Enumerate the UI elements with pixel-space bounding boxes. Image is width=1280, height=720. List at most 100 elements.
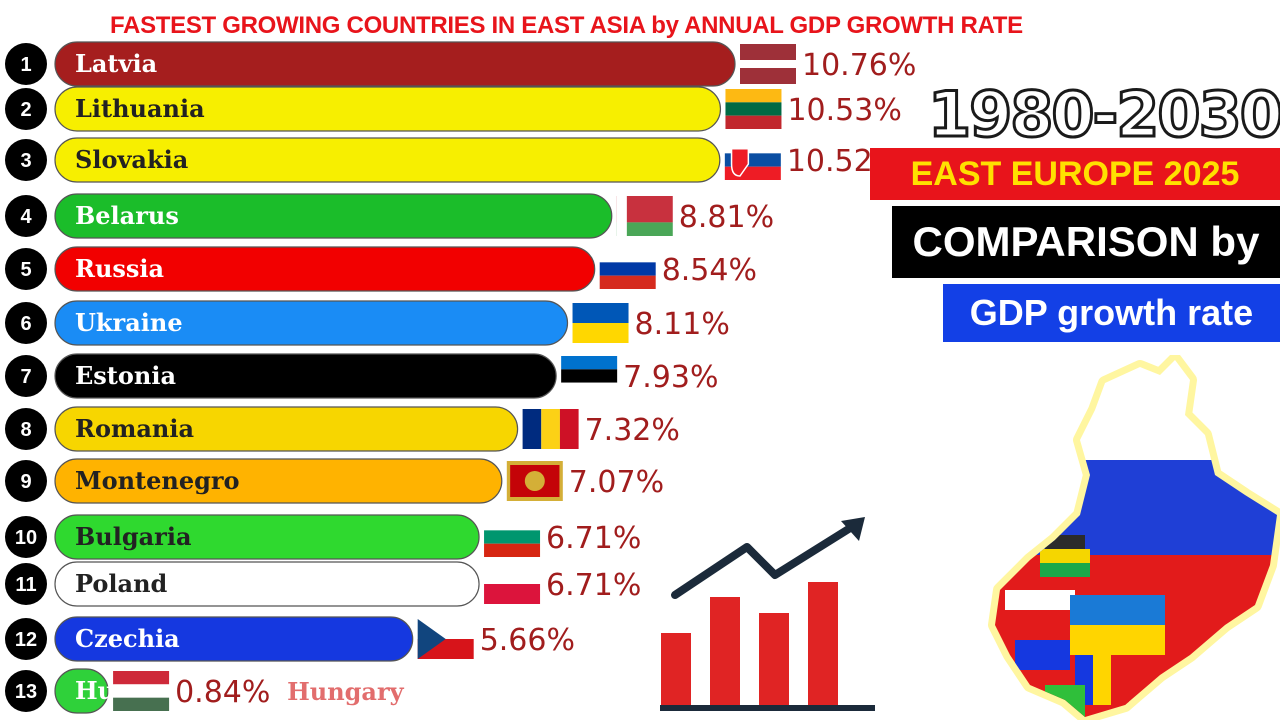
east-europe-map-icon xyxy=(988,355,1280,720)
rank-badge xyxy=(5,408,47,450)
bar-label: Estonia xyxy=(75,361,176,390)
rank-badge xyxy=(5,460,47,502)
value-label: 0.84% xyxy=(175,675,270,710)
region-banner: EAST EUROPE 2025 xyxy=(870,148,1280,200)
czechia-flag-icon xyxy=(417,619,474,659)
rank-badge xyxy=(5,195,47,237)
chart-title: FASTEST GROWING COUNTRIES IN EAST ASIA b… xyxy=(110,12,1023,39)
bar-row-czechia: 12 Czechia 5.66% xyxy=(5,616,575,662)
rank-badge xyxy=(5,563,47,605)
poland-flag-icon xyxy=(484,564,541,604)
bar-row-poland: 11 Poland 6.71% xyxy=(5,561,641,607)
rank-number: 6 xyxy=(20,313,31,335)
bar xyxy=(54,41,736,87)
bar xyxy=(54,668,109,714)
bar xyxy=(54,406,519,452)
value-label: 5.66% xyxy=(480,623,575,658)
value-label: 6.71% xyxy=(546,568,641,603)
rank-badge xyxy=(5,618,47,660)
bulgaria-flag-icon xyxy=(484,517,541,557)
rank-number: 13 xyxy=(15,681,37,703)
lithuania-flag-icon xyxy=(725,89,782,129)
rank-number: 7 xyxy=(20,366,31,388)
bar-row-hungary: 13 Hu 0.84% Hungary xyxy=(5,668,405,714)
bar-label: Poland xyxy=(75,569,168,598)
bar-label: Lithuania xyxy=(75,94,205,123)
value-label: 7.07% xyxy=(569,465,664,500)
bar xyxy=(54,458,503,504)
bar xyxy=(54,86,722,132)
value-label: 10.52 xyxy=(787,144,873,179)
rank-number: 10 xyxy=(15,527,37,549)
bar xyxy=(54,300,569,346)
bar-row-slovakia: 3 Slovakia 10.52 xyxy=(5,137,873,183)
romania-flag-icon xyxy=(522,409,579,449)
country-name-label: Hungary xyxy=(287,677,405,706)
rank-badge xyxy=(5,88,47,130)
bar xyxy=(54,137,721,183)
bar-row-lithuania: 2 Lithuania 10.53% xyxy=(5,86,902,132)
bar xyxy=(54,353,557,399)
comparison-banner: COMPARISON by xyxy=(892,206,1280,278)
bar-row-latvia: 1 Latvia 10.76% xyxy=(5,41,916,87)
rank-number: 5 xyxy=(20,259,31,281)
hungary-flag-icon xyxy=(113,671,170,711)
bar-row-ukraine: 6 Ukraine 8.11% xyxy=(5,300,730,346)
bar-row-romania: 8 Romania 7.32% xyxy=(5,406,680,452)
rank-badge xyxy=(5,670,47,712)
bar-label: Ukraine xyxy=(75,308,183,337)
bar xyxy=(54,514,480,560)
russia-flag-icon xyxy=(599,249,656,289)
rank-badge xyxy=(5,43,47,85)
bar-label: Belarus xyxy=(75,201,179,230)
rank-badge xyxy=(5,139,47,181)
value-label: 8.81% xyxy=(679,200,774,235)
value-label: 7.32% xyxy=(585,413,680,448)
bar-label: Slovakia xyxy=(75,145,188,174)
bar-row-belarus: 4 Belarus 8.81% xyxy=(5,193,774,239)
bar-row-estonia: 7 Estonia 7.93% xyxy=(5,353,718,399)
ukraine-flag-icon xyxy=(572,303,629,343)
rank-number: 1 xyxy=(20,54,31,76)
rank-badge xyxy=(5,302,47,344)
bar-label: Russia xyxy=(75,254,164,283)
slovakia-flag-icon xyxy=(724,140,781,180)
rank-number: 12 xyxy=(15,629,37,651)
rank-badge xyxy=(5,516,47,558)
bar-row-russia: 5 Russia 8.54% xyxy=(5,246,757,292)
rank-badge xyxy=(5,248,47,290)
bar-label: Hu xyxy=(75,676,115,705)
bar xyxy=(54,616,414,662)
rank-number: 8 xyxy=(20,419,31,441)
bar-label: Montenegro xyxy=(75,466,240,495)
latvia-flag-icon xyxy=(740,44,796,84)
growth-chart-icon xyxy=(660,517,875,711)
bar-label: Czechia xyxy=(75,624,180,653)
value-label: 10.53% xyxy=(787,93,901,128)
value-label: 7.93% xyxy=(623,360,718,395)
value-label: 10.76% xyxy=(802,48,916,83)
bar-label: Latvia xyxy=(75,49,157,78)
estonia-flag-icon xyxy=(561,356,618,396)
belarus-flag-icon xyxy=(616,196,673,236)
value-label: 6.71% xyxy=(546,521,641,556)
rank-number: 4 xyxy=(20,206,32,228)
bar-row-bulgaria: 10 Bulgaria 6.71% xyxy=(5,514,641,560)
montenegro-flag-icon xyxy=(506,461,563,501)
rank-badge xyxy=(5,355,47,397)
bar xyxy=(54,193,613,239)
metric-banner: GDP growth rate xyxy=(943,284,1280,342)
bar xyxy=(54,561,480,607)
bar-label: Romania xyxy=(75,414,194,443)
rank-number: 3 xyxy=(20,150,31,172)
rank-number: 2 xyxy=(20,99,31,121)
bar-label: Bulgaria xyxy=(75,522,192,551)
value-label: 8.11% xyxy=(635,307,730,342)
bar-row-montenegro: 9 Montenegro 7.07% xyxy=(5,458,664,504)
rank-number: 11 xyxy=(15,574,36,596)
years-range: 1980-2030 xyxy=(927,77,1280,153)
bar xyxy=(54,246,596,292)
rank-number: 9 xyxy=(20,471,31,493)
value-label: 8.54% xyxy=(662,253,757,288)
